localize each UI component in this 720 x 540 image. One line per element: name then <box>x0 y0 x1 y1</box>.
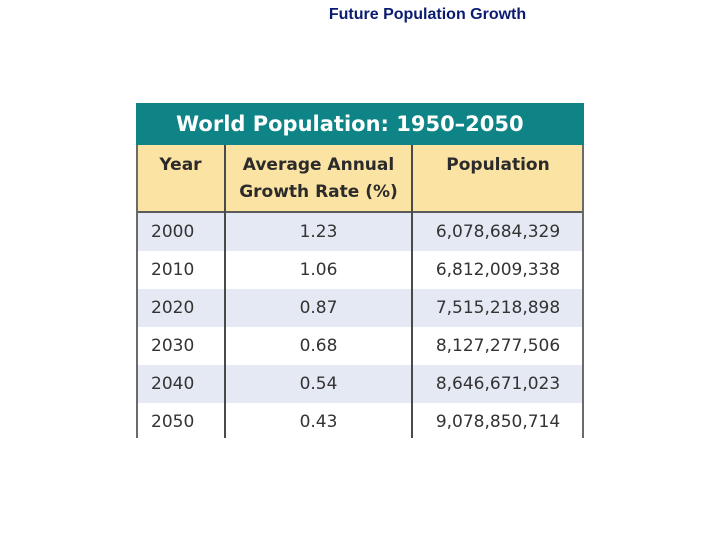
header-growth-rate-line2: Growth Rate (%) <box>239 182 398 202</box>
cell-year: 2040 <box>151 374 195 394</box>
cell-growth-rate: 1.06 <box>299 260 338 280</box>
cell-growth-rate: 0.68 <box>299 336 338 356</box>
table-right-border <box>582 145 584 438</box>
cell-population: 6,078,684,329 <box>435 222 561 242</box>
cell-growth-rate: 0.43 <box>299 412 338 432</box>
table-left-border <box>136 145 138 438</box>
cell-growth-rate: 0.87 <box>299 298 338 318</box>
cell-growth-rate: 0.54 <box>299 374 338 394</box>
table-row: 2020 0.87 7,515,218,898 <box>136 289 584 327</box>
header-growth-rate-line1: Average Annual <box>242 155 395 175</box>
cell-year: 2000 <box>151 222 195 242</box>
table-row: 2040 0.54 8,646,671,023 <box>136 365 584 403</box>
table-row: 2050 0.43 9,078,850,714 <box>136 403 584 441</box>
header-year: Year <box>159 155 202 175</box>
cell-year: 2020 <box>151 298 195 318</box>
table-row: 2030 0.68 8,127,277,506 <box>136 327 584 365</box>
table-header-row: Year Average Annual Growth Rate (%) Popu… <box>136 145 584 213</box>
cell-growth-rate: 1.23 <box>299 222 338 242</box>
table-row: 2000 1.23 6,078,684,329 <box>136 213 584 251</box>
cell-year: 2010 <box>151 260 195 280</box>
cell-population: 6,812,009,338 <box>435 260 561 280</box>
cell-population: 9,078,850,714 <box>435 412 561 432</box>
cell-population: 8,127,277,506 <box>435 336 561 356</box>
table-row: 2010 1.06 6,812,009,338 <box>136 251 584 289</box>
population-table-figure: World Population: 1950–2050 Year Average… <box>136 103 584 438</box>
cell-population: 7,515,218,898 <box>435 298 561 318</box>
header-population: Population <box>446 155 550 175</box>
column-divider <box>411 145 413 438</box>
table-caption: World Population: 1950–2050 <box>136 103 584 145</box>
header-growth-rate: Average Annual Growth Rate (%) <box>225 145 412 211</box>
slide-title: Future Population Growth <box>328 6 527 23</box>
cell-population: 8,646,671,023 <box>435 374 561 394</box>
cell-year: 2050 <box>151 412 195 432</box>
column-divider <box>224 145 226 438</box>
cell-year: 2030 <box>151 336 195 356</box>
